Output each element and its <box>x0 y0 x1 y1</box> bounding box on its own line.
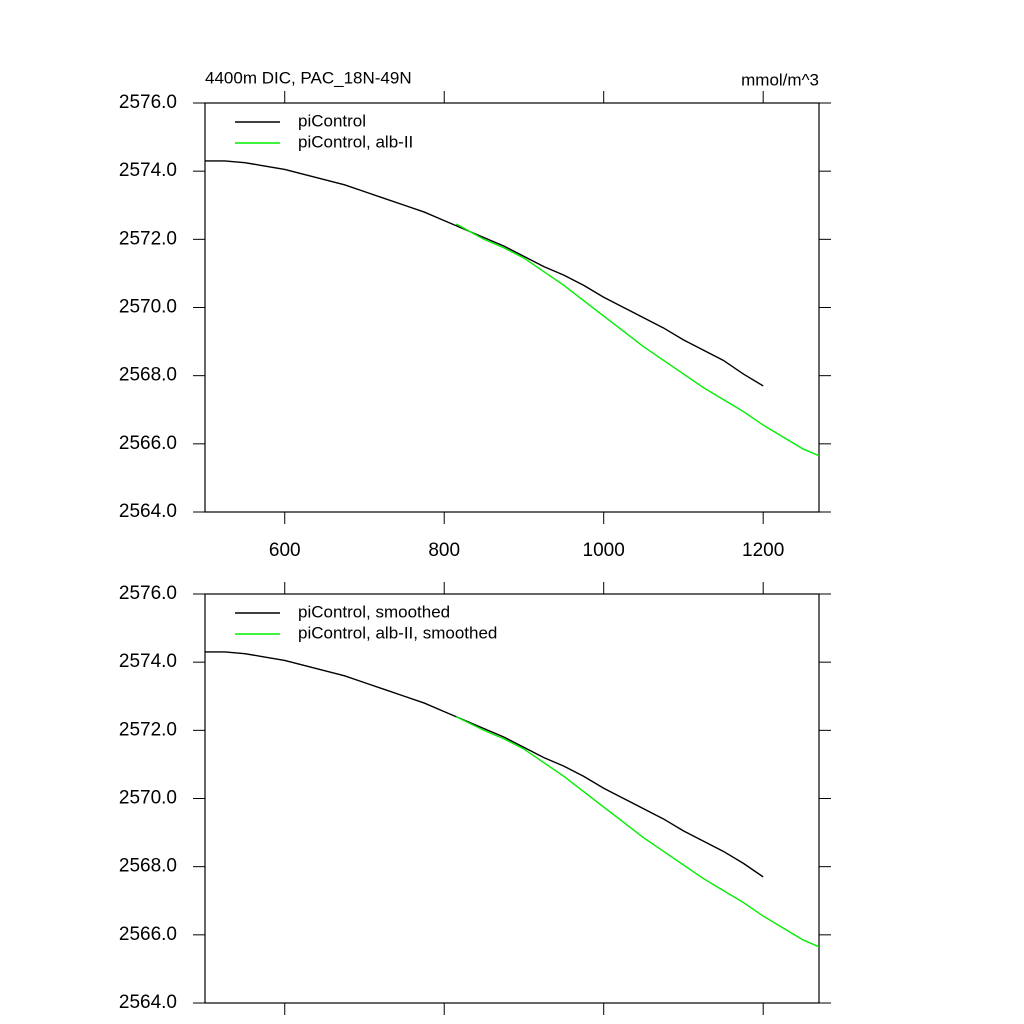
y-tick-label: 2568.0 <box>119 856 177 877</box>
y-tick-label: 2570.0 <box>119 297 177 318</box>
plot-frame <box>204 102 820 513</box>
plot-frame <box>204 593 820 1004</box>
x-tick-label: 600 <box>269 540 301 561</box>
y-tick-label: 2574.0 <box>119 160 177 181</box>
data-line <box>205 651 764 878</box>
y-tick-label: 2572.0 <box>119 228 177 249</box>
x-tick-label: 1200 <box>742 540 784 561</box>
legend-label: piControl, smoothed <box>298 602 450 621</box>
x-tick-label: 1000 <box>583 540 625 561</box>
legend-label: piControl, alb-II <box>298 132 413 151</box>
y-tick-label: 2568.0 <box>119 365 177 386</box>
y-tick-label: 2570.0 <box>119 788 177 809</box>
data-line <box>455 223 820 457</box>
units-label: mmol/m^3 <box>741 70 819 89</box>
y-tick-label: 2574.0 <box>119 651 177 672</box>
x-tick-label: 800 <box>428 540 460 561</box>
y-tick-label: 2576.0 <box>119 92 177 113</box>
y-tick-label: 2576.0 <box>119 583 177 604</box>
y-tick-label: 2564.0 <box>119 501 177 522</box>
chart-title: 4400m DIC, PAC_18N-49N <box>205 68 412 87</box>
data-line <box>205 160 764 387</box>
y-tick-label: 2572.0 <box>119 719 177 740</box>
y-tick-label: 2566.0 <box>119 924 177 945</box>
y-tick-label: 2566.0 <box>119 433 177 454</box>
y-tick-label: 2564.0 <box>119 992 177 1013</box>
legend-label: piControl <box>298 111 366 130</box>
data-line <box>455 716 820 948</box>
legend-label: piControl, alb-II, smoothed <box>298 623 497 642</box>
